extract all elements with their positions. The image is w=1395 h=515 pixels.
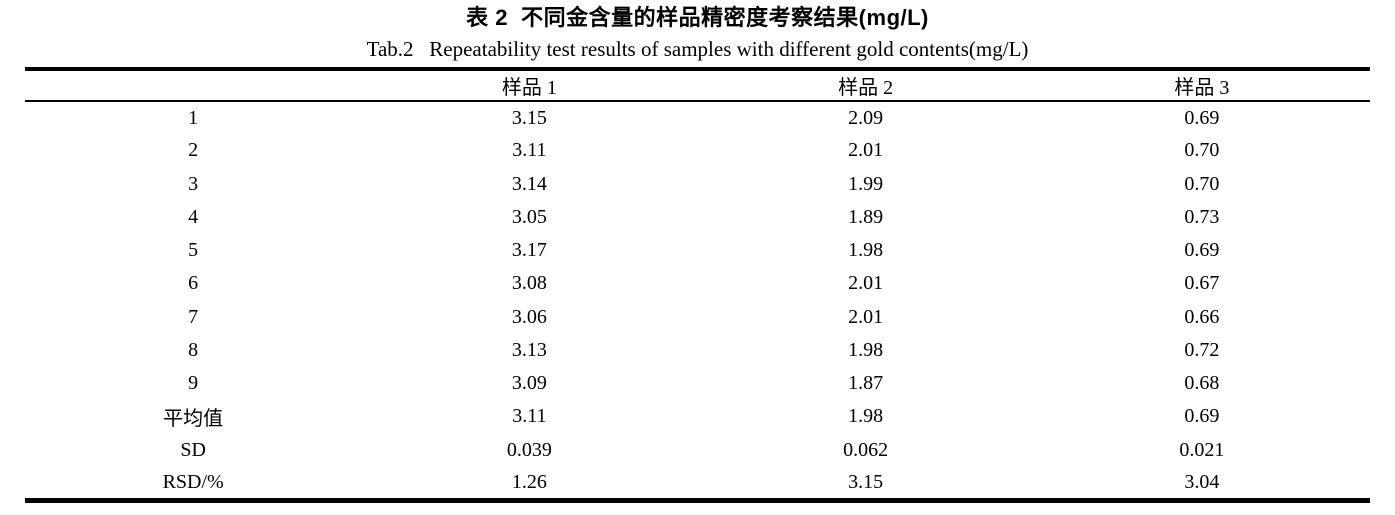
- cell: 0.69: [1184, 239, 1220, 262]
- table-row: RSD/% 1.26 3.15 3.04: [25, 467, 1370, 500]
- row-label: RSD/%: [162, 470, 224, 493]
- cell: 3.14: [511, 172, 547, 195]
- row-label: 1: [188, 106, 199, 129]
- row-label: 2: [188, 139, 199, 162]
- table-row: 2 3.11 2.01 0.70: [25, 134, 1370, 167]
- table-body: 1 3.15 2.09 0.69 2 3.11 2.01 0.70 3 3.14…: [25, 101, 1370, 500]
- table-caption-zh: 表 2 不同金含量的样品精密度考察结果(mg/L): [466, 5, 929, 30]
- table-caption-en: Tab.2 Repeatability test results of samp…: [366, 37, 1029, 61]
- table-header-row: 样品 1 样品 2 样品 3: [25, 69, 1370, 101]
- cell: 2.01: [848, 139, 884, 162]
- cell: 3.08: [511, 272, 547, 295]
- cell: 3.11: [512, 139, 547, 162]
- cell: 0.66: [1184, 305, 1220, 328]
- row-label: 9: [188, 372, 199, 395]
- cell: 2.01: [848, 272, 884, 295]
- table-row: 3 3.14 1.99 0.70: [25, 168, 1370, 201]
- table-row: 7 3.06 2.01 0.66: [25, 301, 1370, 334]
- column-header-sample2: 样品 2: [838, 77, 894, 99]
- cell: 1.89: [848, 205, 884, 228]
- table-row: 9 3.09 1.87 0.68: [25, 367, 1370, 400]
- cell: 0.72: [1184, 338, 1220, 361]
- row-label: 6: [188, 272, 199, 295]
- cell: 0.69: [1184, 106, 1220, 129]
- cell: 0.73: [1184, 205, 1220, 228]
- cell: 1.98: [848, 239, 884, 262]
- table-row: 6 3.08 2.01 0.67: [25, 267, 1370, 300]
- cell: 3.15: [511, 106, 547, 129]
- cell: 1.87: [848, 372, 884, 395]
- column-header-sample1: 样品 1: [501, 77, 557, 99]
- row-label: SD: [180, 438, 206, 461]
- cell: 0.70: [1184, 172, 1220, 195]
- cell: 3.15: [848, 470, 884, 493]
- row-label: 8: [188, 338, 199, 361]
- cell: 3.11: [512, 405, 547, 428]
- table-row: 1 3.15 2.09 0.69: [25, 101, 1370, 134]
- cell: 3.04: [1184, 470, 1220, 493]
- cell: 0.70: [1184, 139, 1220, 162]
- cell: 0.69: [1184, 405, 1220, 428]
- table-row: SD 0.039 0.062 0.021: [25, 434, 1370, 467]
- cell: 1.26: [511, 470, 547, 493]
- row-label: 5: [188, 239, 199, 262]
- cell: 1.99: [848, 172, 884, 195]
- cell: 3.09: [511, 372, 547, 395]
- row-label: 平均值: [163, 408, 224, 431]
- cell: 3.13: [511, 338, 547, 361]
- cell: 1.98: [848, 338, 884, 361]
- cell: 0.021: [1179, 438, 1225, 461]
- cell: 3.17: [511, 239, 547, 262]
- table-container: 样品 1 样品 2 样品 3 1 3.15 2.09 0.69 2 3.11 2…: [25, 67, 1370, 503]
- cell: 0.67: [1184, 272, 1220, 295]
- cell: 3.05: [511, 205, 547, 228]
- row-label: 4: [188, 205, 199, 228]
- row-label: 7: [188, 305, 199, 328]
- row-label: 3: [188, 172, 199, 195]
- cell: 0.039: [506, 438, 552, 461]
- table-row: 8 3.13 1.98 0.72: [25, 334, 1370, 367]
- cell: 3.06: [511, 305, 547, 328]
- cell: 1.98: [848, 405, 884, 428]
- table-row: 平均值 3.11 1.98 0.69: [25, 400, 1370, 433]
- cell: 0.68: [1184, 372, 1220, 395]
- table-row: 5 3.17 1.98 0.69: [25, 234, 1370, 267]
- data-table: 样品 1 样品 2 样品 3 1 3.15 2.09 0.69 2 3.11 2…: [25, 67, 1370, 503]
- table-row: 4 3.05 1.89 0.73: [25, 201, 1370, 234]
- column-header-blank: [25, 69, 361, 101]
- cell: 0.062: [843, 438, 889, 461]
- cell: 2.09: [848, 106, 884, 129]
- cell: 2.01: [848, 305, 884, 328]
- column-header-sample3: 样品 3: [1174, 77, 1230, 99]
